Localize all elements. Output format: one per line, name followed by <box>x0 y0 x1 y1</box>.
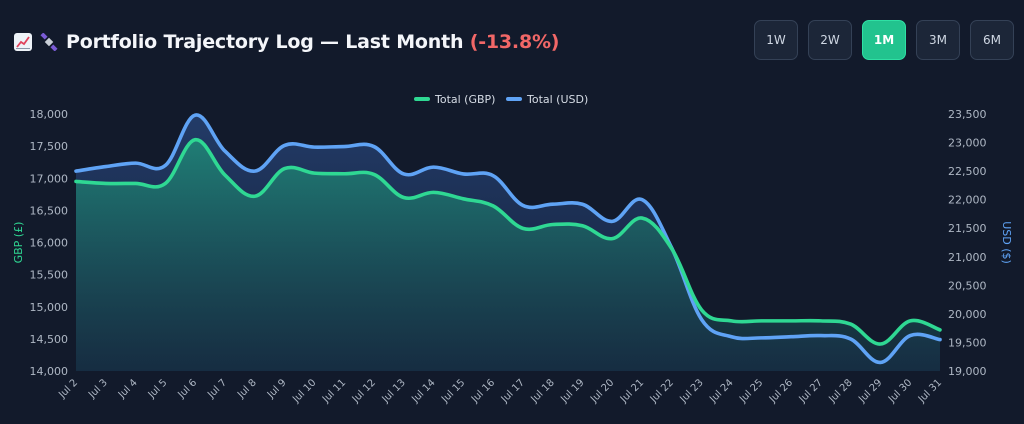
x-tick-label: Jul 18 <box>529 377 557 405</box>
x-tick-label: Jul 13 <box>380 377 408 405</box>
series-line-usd <box>74 113 942 365</box>
x-tick-label: Jul 26 <box>767 377 795 405</box>
x-tick-label: Jul 27 <box>797 377 825 405</box>
x-tick-label: Jul 24 <box>707 377 735 405</box>
x-tick-label: Jul 6 <box>176 377 200 401</box>
range-selector: 1W 2W 1M 3M 6M <box>754 20 1014 60</box>
range-button-1w[interactable]: 1W <box>754 20 798 60</box>
y-left-tick-label: 15,500 <box>30 269 69 282</box>
y-right-axis-label: USD ($) <box>1000 221 1013 264</box>
x-tick-label: Jul 4 <box>116 377 140 401</box>
y-left-tick-label: 16,000 <box>30 237 69 250</box>
y-right-tick-label: 19,000 <box>948 365 987 378</box>
y-right-tick-label: 19,500 <box>948 336 987 349</box>
x-tick-label: Jul 2 <box>56 377 80 401</box>
y-left-tick-label: 16,500 <box>30 204 69 217</box>
legend-label: Total (GBP) <box>434 93 495 106</box>
x-tick-label: Jul 17 <box>499 377 527 405</box>
range-button-6m[interactable]: 6M <box>970 20 1014 60</box>
x-axis: Jul 2 Jul 3 Jul 4 Jul 5 Jul 6 Jul 7 Jul 8 Jul 9… <box>56 377 944 405</box>
y-right-tick-label: 20,000 <box>948 308 987 321</box>
legend-item-usd: Total (USD) <box>506 93 588 106</box>
x-tick-label: Jul 29 <box>856 377 884 405</box>
x-tick-label: Jul 30 <box>886 377 914 405</box>
legend-swatch <box>506 97 522 101</box>
page-title: Portfolio Trajectory Log — Last Month (-… <box>66 31 560 53</box>
x-tick-label: Jul 22 <box>648 377 676 405</box>
x-tick-label: Jul 3 <box>86 377 110 401</box>
change-percent: (-13.8%) <box>469 31 560 53</box>
series-line-gbp <box>74 137 942 346</box>
x-tick-label: Jul 31 <box>916 377 944 405</box>
y-left-tick-label: 17,500 <box>30 140 69 153</box>
legend-item-gbp: Total (GBP) <box>414 93 495 106</box>
x-tick-label: Jul 9 <box>265 377 289 401</box>
y-right-tick-label: 21,000 <box>948 251 987 264</box>
portfolio-line-chart: Total (GBP) Total (USD) 14,000 14,500 15,00… <box>12 93 1013 406</box>
legend-label: Total (USD) <box>526 93 588 106</box>
y-left-tick-label: 17,000 <box>30 172 69 185</box>
x-tick-label: Jul 12 <box>350 377 378 405</box>
range-button-2w[interactable]: 2W <box>808 20 852 60</box>
chart-increasing-icon <box>14 33 32 51</box>
chart-header: Portfolio Trajectory Log — Last Month (-… <box>14 22 559 62</box>
y-right-tick-label: 22,500 <box>948 165 987 178</box>
y-axis-left: 14,000 14,500 15,000 15,500 16,000 16,500 17,0… <box>12 108 68 378</box>
y-axis-right: 19,000 19,500 20,000 20,500 21,000 21,500 22,0… <box>948 108 1013 378</box>
y-left-tick-label: 18,000 <box>30 108 69 121</box>
range-button-3m[interactable]: 3M <box>916 20 960 60</box>
y-left-tick-label: 14,000 <box>30 365 69 378</box>
legend-swatch <box>414 97 430 101</box>
x-tick-label: Jul 20 <box>588 377 616 405</box>
x-tick-label: Jul 11 <box>320 377 348 405</box>
y-right-tick-label: 23,500 <box>948 108 987 121</box>
x-tick-label: Jul 10 <box>290 377 318 405</box>
x-tick-label: Jul 8 <box>235 377 259 401</box>
y-right-tick-label: 23,000 <box>948 137 987 150</box>
x-tick-label: Jul 21 <box>618 377 646 405</box>
series-area-gbp <box>76 139 940 371</box>
chart-legend: Total (GBP) Total (USD) <box>414 93 588 106</box>
y-left-tick-label: 14,500 <box>30 333 69 346</box>
x-tick-label: Jul 25 <box>737 377 765 405</box>
y-left-tick-label: 15,000 <box>30 301 69 314</box>
x-tick-label: Jul 28 <box>826 377 854 405</box>
x-tick-label: Jul 14 <box>409 377 437 405</box>
x-tick-label: Jul 5 <box>146 377 170 401</box>
y-right-tick-label: 22,000 <box>948 194 987 207</box>
x-tick-label: Jul 7 <box>205 377 229 401</box>
satellite-icon <box>40 32 58 52</box>
x-tick-label: Jul 16 <box>469 377 497 405</box>
y-right-tick-label: 21,500 <box>948 222 987 235</box>
range-button-1m[interactable]: 1M <box>862 20 906 60</box>
y-right-tick-label: 20,500 <box>948 279 987 292</box>
x-tick-label: Jul 19 <box>558 377 586 405</box>
y-left-axis-label: GBP (£) <box>12 222 25 264</box>
x-tick-label: Jul 15 <box>439 377 467 405</box>
x-tick-label: Jul 23 <box>678 377 706 405</box>
